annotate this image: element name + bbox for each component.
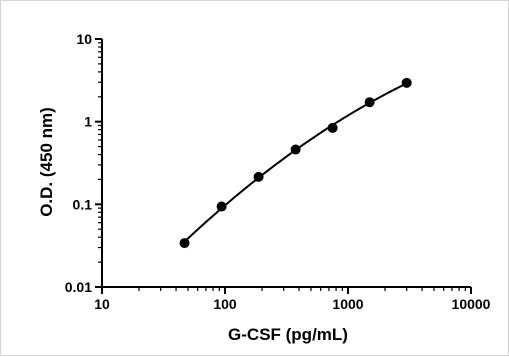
- x-tick-label: 100: [213, 296, 237, 312]
- data-point: [179, 238, 190, 249]
- y-tick-label: 10: [76, 31, 92, 47]
- x-axis-title: G-CSF (pg/mL): [228, 325, 348, 344]
- x-tick-label: 1000: [332, 296, 363, 312]
- ticks: 10 100 1000 10000 0.01 0.1 1 10: [65, 31, 491, 312]
- data-point: [401, 77, 412, 88]
- fit-curve: [183, 82, 408, 243]
- y-tick-label: 0.1: [73, 196, 93, 212]
- data-point: [216, 201, 227, 212]
- y-tick-label: 1: [84, 114, 92, 130]
- data-point: [253, 171, 264, 182]
- data-point: [290, 144, 301, 155]
- fit-curve-layer: [183, 82, 408, 243]
- data-points: [179, 77, 412, 249]
- y-axis-title: O.D. (450 nm): [37, 107, 56, 217]
- x-tick-label: 10000: [452, 296, 491, 312]
- data-point: [364, 97, 375, 108]
- data-point: [327, 122, 338, 133]
- x-tick-label: 10: [94, 296, 110, 312]
- axes: [101, 39, 471, 288]
- y-tick-label: 0.01: [65, 279, 92, 295]
